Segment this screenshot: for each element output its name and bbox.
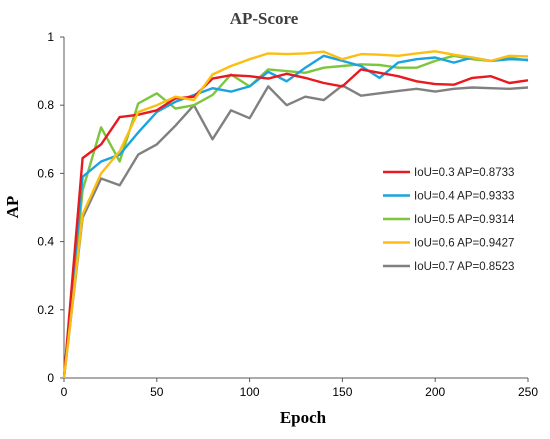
y-tick-label: 0.4 <box>37 235 54 249</box>
y-tick-label: 0.8 <box>37 98 54 112</box>
axes <box>63 37 528 379</box>
series-line-1 <box>62 68 529 379</box>
y-axis-title: AP <box>3 196 22 219</box>
series-line-4 <box>62 50 529 379</box>
x-tick-label: 150 <box>332 385 352 399</box>
legend-label: IoU=0.6 AP=0.9427 <box>414 238 514 250</box>
x-tick-label: 100 <box>240 385 260 399</box>
legend: IoU=0.3 AP=0.8733 IoU=0.4 AP=0.9333 IoU=0.… <box>383 167 515 273</box>
y-tick-label: 0.2 <box>37 303 54 317</box>
y-tick-label: 0.6 <box>37 166 54 180</box>
x-tick-label: 0 <box>61 385 68 399</box>
legend-label: IoU=0.3 AP=0.8733 <box>414 167 514 179</box>
x-tick-label: 200 <box>425 385 445 399</box>
x-ticks: 0 50 100 150 200 250 <box>61 378 538 399</box>
y-ticks: 0 0.2 0.4 0.6 0.8 1 <box>37 30 64 385</box>
series-line-5 <box>62 84 529 379</box>
series-line-2 <box>62 54 529 379</box>
legend-label: IoU=0.4 AP=0.9333 <box>414 191 514 203</box>
series-line-3 <box>62 54 529 379</box>
x-tick-label: 250 <box>518 385 538 399</box>
chart-title: AP-Score <box>230 9 299 28</box>
y-tick-label: 1 <box>47 30 54 44</box>
legend-label: IoU=0.5 AP=0.9314 <box>414 214 515 226</box>
legend-label: IoU=0.7 AP=0.8523 <box>414 261 514 273</box>
series-lines <box>62 50 529 379</box>
x-axis-title: Epoch <box>280 408 327 427</box>
x-tick-label: 50 <box>150 385 164 399</box>
y-tick-label: 0 <box>47 371 54 385</box>
